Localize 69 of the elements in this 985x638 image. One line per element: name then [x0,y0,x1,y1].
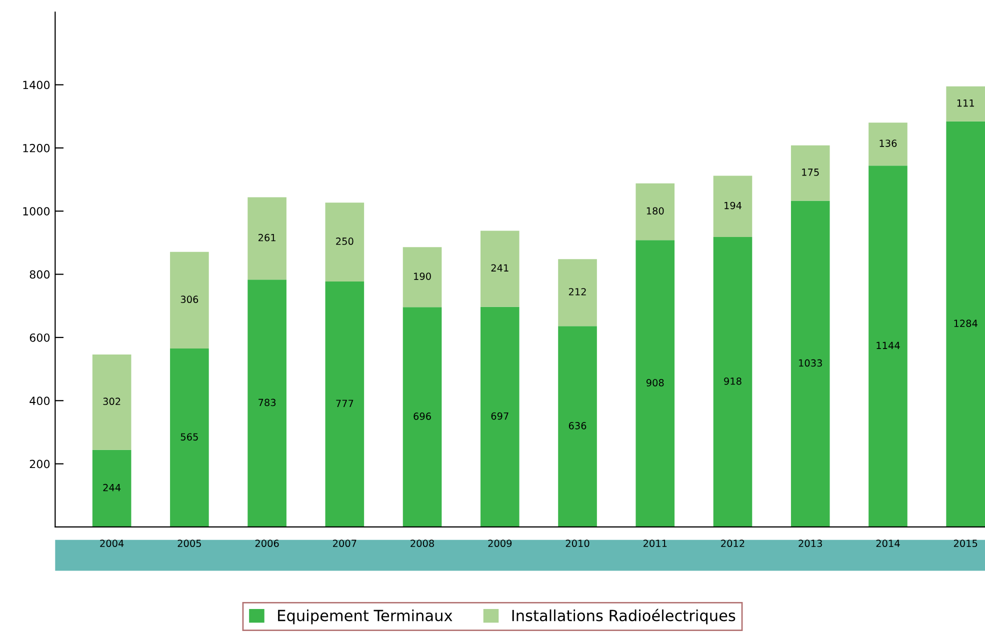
y-tick-label: 1200 [23,144,50,152]
data-label: 190 [414,272,431,280]
x-tick-label: 2013 [798,540,822,548]
bar [170,252,209,349]
data-label: 697 [491,412,508,420]
x-tick-label: 2014 [876,540,900,548]
data-label: 175 [802,168,819,176]
x-tick-label: 2012 [721,540,744,548]
legend-label: Equipement Terminaux [278,609,452,624]
data-label: 111 [957,99,974,107]
data-label: 1144 [876,342,900,349]
data-label: 918 [724,377,742,385]
bar [790,145,830,201]
data-label: 302 [103,398,120,406]
data-label: 250 [336,238,354,245]
bar [790,200,830,527]
x-tick-label: 2006 [255,540,279,548]
bar [170,348,209,527]
bar [402,307,442,527]
bar [480,230,520,307]
data-label: 261 [258,234,276,242]
bar [480,306,520,527]
bar [92,354,132,450]
bar [248,197,286,280]
x-tick-label: 2010 [566,540,590,548]
y-tick-label: 600 [30,333,50,342]
bar [92,450,132,527]
data-label: 696 [414,412,431,420]
data-label: 783 [258,398,276,406]
data-label: 908 [646,379,664,386]
x-tick-label: 2007 [333,540,356,548]
x-tick-label: 2015 [954,540,978,548]
x-tick-label: 2011 [643,540,667,548]
bar [325,282,364,527]
data-label: 212 [568,288,586,296]
y-tick-label: 1000 [23,207,50,216]
data-label: 136 [880,140,897,147]
bar [248,280,286,527]
x-tick-label: 2009 [488,540,512,548]
bar [325,202,364,282]
bar [946,86,985,122]
y-tick-label: 400 [30,396,50,406]
data-label: 194 [724,202,742,210]
y-tick-label: 1400 [23,80,50,90]
data-label: 180 [646,207,664,215]
bar [558,259,597,326]
data-label: 777 [336,400,354,407]
x-tick-label: 2004 [100,540,124,548]
x-tick-label: 2005 [178,540,201,548]
data-label: 636 [568,422,586,430]
bar [868,166,908,527]
x-tick-label: 2008 [410,540,434,548]
data-label: 306 [180,296,198,304]
legend-label: Installations Radioélectriques [512,608,736,624]
data-label: 241 [491,264,508,272]
data-label: 1284 [954,320,978,328]
bar [868,122,908,166]
bar [946,121,985,527]
bar [636,183,675,240]
bar [713,237,752,527]
y-tick-label: 800 [30,270,50,279]
bar [636,240,675,527]
bar [558,326,597,527]
y-tick-label: 200 [30,460,50,468]
data-label: 244 [103,484,121,492]
bar [713,176,752,238]
data-label: 1033 [799,359,822,367]
data-label: 565 [180,433,198,441]
bar [402,247,442,308]
